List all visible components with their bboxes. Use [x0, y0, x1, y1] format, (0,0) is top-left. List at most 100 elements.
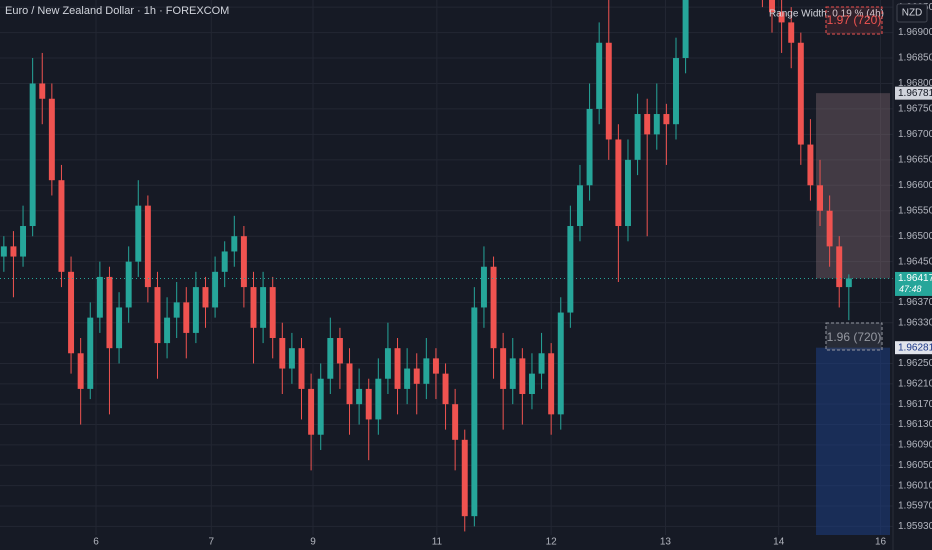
candle-body: [260, 287, 267, 328]
x-tick-label: 9: [310, 537, 316, 548]
candle-body: [596, 42, 603, 109]
candle-body: [116, 307, 123, 349]
candle-body: [557, 312, 564, 415]
countdown: 47:48: [899, 284, 922, 294]
overlay: Range Width: 0.19 % (4h)1.97 (720) 1.96 (…: [769, 6, 884, 351]
candle-body: [356, 388, 363, 405]
candle-body: [288, 348, 295, 369]
price-label-box: [895, 341, 932, 355]
y-tick-label: 1.95970: [898, 501, 932, 512]
x-tick-label: 13: [660, 537, 672, 548]
candle-body: [663, 114, 670, 125]
candle-body: [0, 246, 7, 257]
x-tick-label: 7: [208, 537, 214, 548]
candle-body: [96, 276, 103, 318]
candle-body: [634, 114, 641, 160]
candle-body: [154, 287, 161, 344]
y-tick-label: 1.96550: [898, 205, 932, 216]
price-label: 1.96781: [898, 88, 932, 99]
y-tick-label: 1.96050: [898, 460, 932, 471]
candle-body: [432, 358, 439, 374]
candle-body: [480, 266, 487, 308]
candle-body: [221, 251, 228, 272]
candle-body: [231, 236, 238, 252]
price-label-box: [895, 86, 932, 100]
y-tick-label: 1.96850: [898, 53, 932, 64]
y-tick-label: 1.96250: [898, 358, 932, 369]
candle-body: [605, 42, 612, 140]
x-tick-label: 12: [546, 537, 558, 548]
candle-body: [173, 302, 180, 318]
candle-body: [586, 108, 593, 186]
chart-title: Euro / New Zealand Dollar · 1h · FOREXCO…: [5, 5, 229, 17]
candle-body: [528, 373, 535, 394]
range-box: [825, 322, 883, 351]
candle-body: [77, 353, 84, 389]
candle-body: [682, 0, 689, 59]
candle-body: [384, 348, 391, 379]
range-zone: [816, 93, 890, 279]
candle-body: [48, 98, 55, 181]
candle-body: [365, 388, 372, 420]
y-tick-label: 1.96800: [898, 78, 932, 89]
candle-body: [58, 180, 65, 272]
range-box: [825, 6, 883, 35]
range-box-label: 1.96 (720): [827, 330, 882, 344]
candle-body: [336, 338, 343, 364]
candle-body: [317, 378, 324, 435]
candle-body: [423, 358, 430, 384]
candle-body: [509, 358, 516, 389]
candle-body: [164, 317, 171, 344]
candle-body: [29, 83, 36, 227]
x-tick-label: 11: [432, 537, 443, 548]
candle-body: [644, 114, 651, 135]
y-tick-label: 1.96700: [898, 129, 932, 140]
x-tick-label: 16: [875, 537, 887, 548]
candle-body: [826, 210, 833, 247]
candle-body: [346, 363, 353, 405]
candle-body: [538, 353, 545, 374]
candle-body: [548, 353, 555, 415]
candle-body: [778, 12, 785, 23]
y-tick-label: 1.96130: [898, 419, 932, 430]
candle-body: [125, 261, 132, 308]
candle-body: [240, 236, 247, 288]
y-tick-label: 1.96210: [898, 378, 932, 389]
candle-body: [615, 139, 622, 227]
candle-body: [461, 439, 468, 517]
candle-body: [87, 317, 94, 389]
y-tick-label: 1.96330: [898, 317, 932, 328]
y-tick-label: 1.96750: [898, 104, 932, 115]
candle-body: [413, 368, 420, 384]
zones: [816, 93, 890, 535]
currency-button[interactable]: [896, 3, 928, 23]
candle-body: [490, 266, 497, 349]
candle-body: [807, 144, 814, 186]
y-tick-label: 1.96500: [898, 231, 932, 242]
price-label-box: [895, 271, 932, 296]
candle-body: [298, 348, 305, 389]
candle-body: [202, 287, 209, 308]
candle-body: [39, 83, 46, 99]
candle-body: [269, 287, 276, 339]
candle-body: [788, 22, 795, 43]
candle-body: [471, 307, 478, 517]
y-tick-label: 1.96090: [898, 440, 932, 451]
currency-label[interactable]: NZD: [902, 8, 923, 19]
candle-body: [500, 348, 507, 389]
price-label: 1.96281: [898, 342, 932, 353]
candle-body: [279, 338, 286, 369]
candles: [0, 0, 893, 532]
range-width-label: Range Width: 0.19 % (4h): [769, 9, 884, 20]
candle-body: [769, 0, 775, 13]
range-box-label: 1.97 (720): [827, 13, 882, 27]
y-tick-label: 1.96600: [898, 180, 932, 191]
candle-body: [183, 302, 190, 333]
candle-body: [394, 348, 401, 389]
candle-body: [519, 358, 526, 394]
candle-body: [106, 276, 113, 349]
candle-body: [576, 185, 583, 227]
candle-body: [135, 205, 142, 262]
candle-body: [836, 246, 843, 288]
